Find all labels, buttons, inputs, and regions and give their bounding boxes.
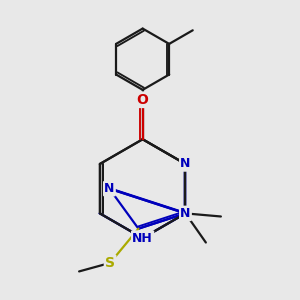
Text: N: N xyxy=(104,182,115,195)
Text: N: N xyxy=(180,158,190,170)
Text: N: N xyxy=(180,207,190,220)
Text: O: O xyxy=(137,93,148,107)
Text: S: S xyxy=(105,256,115,270)
Text: NH: NH xyxy=(132,232,153,244)
